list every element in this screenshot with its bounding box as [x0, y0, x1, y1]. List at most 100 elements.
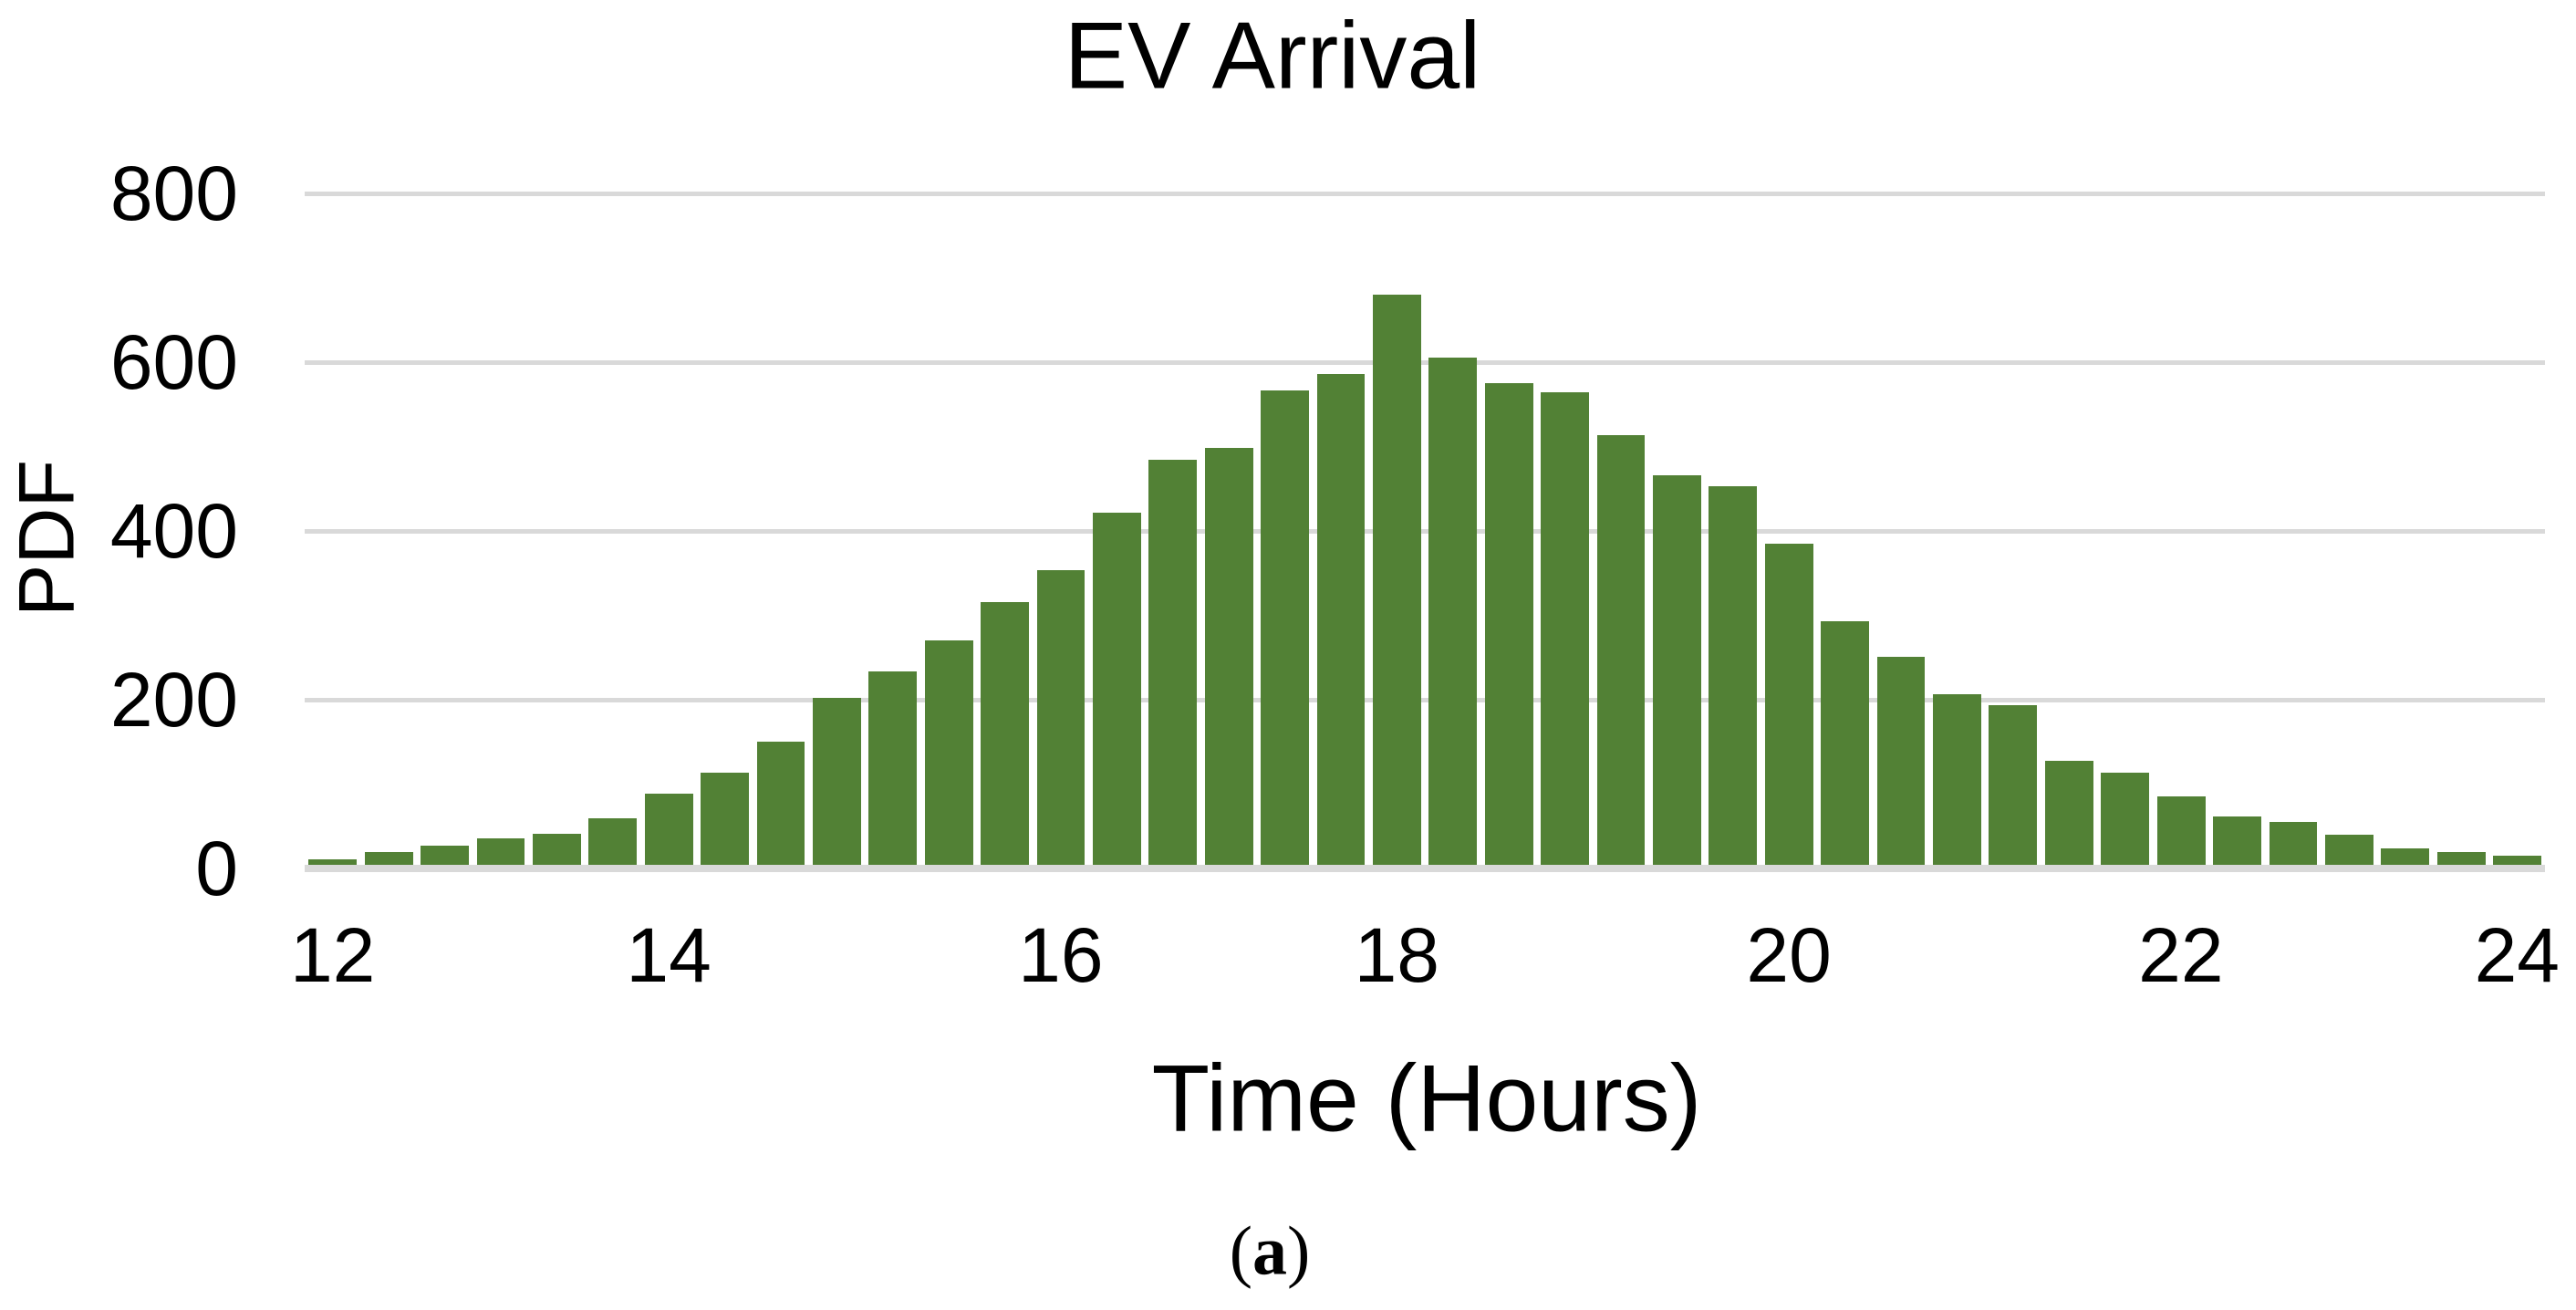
bar-slot [1649, 193, 1705, 868]
y-tick-label-400: 400 [109, 488, 238, 574]
bar-13.67 [588, 817, 638, 868]
bar-slot [473, 193, 528, 868]
bar-23 [2324, 835, 2373, 868]
bar-22.33 [2213, 816, 2261, 868]
bar-23.67 [2436, 851, 2486, 868]
bar-15.43 [924, 640, 973, 868]
bar-21.43 [2044, 760, 2093, 868]
bar-slot [1313, 193, 1368, 868]
bar-14 [644, 793, 693, 868]
bar-slot [977, 193, 1033, 868]
bar-20.86 [1933, 694, 1981, 868]
bar-22 [2156, 796, 2206, 868]
bar-18.29 [1428, 358, 1478, 868]
gridline-400 [305, 529, 2545, 534]
chart-title: EV Arrival [1064, 3, 1481, 109]
bar-12.67 [421, 846, 469, 868]
bars [305, 193, 2545, 868]
y-tick-label-200: 200 [109, 657, 238, 743]
x-axis-title: Time (Hours) [1151, 1045, 1702, 1152]
bar-slot [1537, 193, 1593, 868]
bar-slot [1033, 193, 1088, 868]
bar-slot [529, 193, 585, 868]
bar-21.71 [2101, 773, 2150, 868]
bar-15.71 [981, 601, 1029, 868]
bar-slot [809, 193, 865, 868]
bar-slot [1593, 193, 1648, 868]
gridline-200 [305, 698, 2545, 702]
bar-14.57 [756, 742, 805, 868]
gridline-600 [305, 360, 2545, 365]
caption-letter: a [1252, 1212, 1287, 1290]
bar-20 [1764, 543, 1813, 868]
bar-19.14 [1596, 434, 1646, 868]
bar-18 [1373, 295, 1421, 868]
bar-19.71 [1709, 485, 1758, 868]
bar-slot [360, 193, 416, 868]
x-tick-label-24: 24 [2474, 912, 2560, 998]
plot-area [305, 192, 2545, 872]
bar-slot [2209, 193, 2265, 868]
bar-slot [920, 193, 976, 868]
bar-slot [1705, 193, 1761, 868]
y-tick-label-800: 800 [109, 151, 238, 236]
bar-16.67 [1148, 460, 1198, 868]
bar-12 [308, 858, 358, 868]
bar-16.33 [1092, 512, 1141, 868]
bar-slot [2377, 193, 2433, 868]
bar-slot [697, 193, 753, 868]
bar-23.33 [2381, 847, 2430, 868]
y-tick-label-600: 600 [109, 319, 238, 405]
bar-19.43 [1653, 474, 1701, 868]
bar-16 [1036, 569, 1085, 868]
bar-14.29 [701, 773, 749, 868]
bar-slot [1257, 193, 1313, 868]
bar-slot [1089, 193, 1145, 868]
bar-slot [2153, 193, 2208, 868]
bar-slot [1481, 193, 1537, 868]
bar-slot [865, 193, 920, 868]
bar-17 [1204, 448, 1253, 868]
bar-slot [2097, 193, 2153, 868]
x-tick-label-20: 20 [1746, 912, 1832, 998]
bar-slot [585, 193, 640, 868]
bar-15.14 [868, 671, 918, 868]
bar-17.67 [1316, 373, 1366, 868]
x-tick-label-14: 14 [626, 912, 712, 998]
x-axis-line [305, 865, 2545, 872]
gridline-800 [305, 192, 2545, 196]
bar-21.14 [1989, 705, 2038, 868]
bar-22.67 [2269, 822, 2318, 868]
bar-slot [1145, 193, 1200, 868]
bar-slot [753, 193, 808, 868]
bar-slot [1369, 193, 1425, 868]
bar-slot [2265, 193, 2321, 868]
bar-slot [1201, 193, 1257, 868]
figure-caption: (a) [1230, 1212, 1311, 1292]
bar-18.86 [1541, 392, 1590, 868]
x-tick-label-22: 22 [2138, 912, 2224, 998]
x-tick-label-16: 16 [1018, 912, 1104, 998]
y-tick-label-0: 0 [195, 826, 238, 911]
caption-open-paren: ( [1229, 1212, 1252, 1290]
bar-slot [2433, 193, 2488, 868]
bar-slot [1985, 193, 2041, 868]
bar-12.33 [364, 852, 413, 868]
bar-slot [1873, 193, 1928, 868]
bar-slot [2322, 193, 2377, 868]
bar-13 [476, 837, 525, 868]
bar-slot [2041, 193, 2097, 868]
bar-14.86 [812, 698, 861, 868]
bar-slot [305, 193, 360, 868]
caption-close-paren: ) [1287, 1212, 1311, 1290]
bar-slot [2489, 193, 2545, 868]
bar-slot [1817, 193, 1873, 868]
bar-slot [1929, 193, 1985, 868]
bar-slot [1425, 193, 1480, 868]
bar-20.57 [1876, 656, 1926, 868]
bar-slot [1761, 193, 1817, 868]
bar-13.33 [532, 834, 581, 868]
bar-slot [640, 193, 696, 868]
bar-18.57 [1484, 383, 1533, 868]
bar-slot [417, 193, 473, 868]
